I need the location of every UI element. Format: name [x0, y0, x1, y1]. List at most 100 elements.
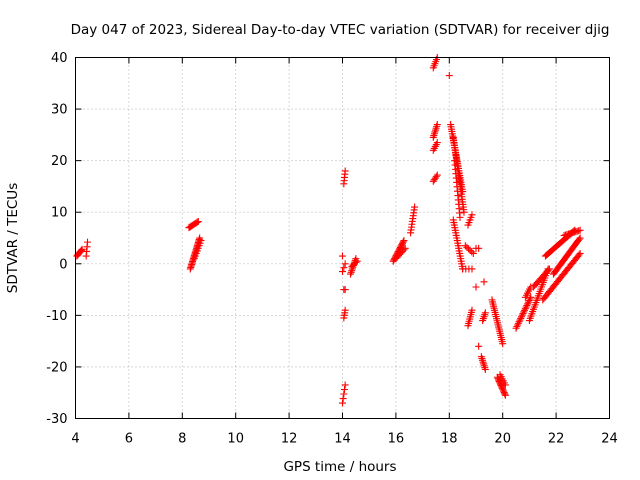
data-point [478, 354, 486, 362]
data-point [433, 171, 441, 179]
data-point [480, 360, 488, 368]
y-tick-label: 10 [51, 206, 68, 221]
data-point [78, 245, 86, 253]
x-tick-label: 24 [601, 432, 618, 447]
data-point [411, 203, 419, 211]
y-tick-label: 0 [59, 257, 67, 272]
data-point [341, 260, 349, 268]
y-tick-label: -30 [46, 412, 67, 427]
data-point [512, 324, 520, 332]
data-point [400, 246, 408, 254]
data-point [431, 128, 439, 136]
data-point [352, 258, 360, 266]
data-point [197, 237, 205, 245]
data-point [516, 316, 524, 324]
data-point [432, 124, 440, 132]
data-point [479, 358, 487, 366]
data-point [525, 297, 533, 305]
data-point [341, 306, 349, 314]
data-point [514, 321, 522, 329]
data-point [341, 385, 349, 393]
data-point [456, 213, 464, 221]
data-point [339, 395, 347, 403]
data-point [575, 251, 583, 259]
data-point [517, 314, 525, 322]
y-tick-label: -10 [46, 309, 67, 324]
data-point [433, 139, 441, 147]
data-point [401, 244, 409, 252]
x-tick-label: 12 [281, 432, 298, 447]
data-point [545, 265, 553, 273]
data-point [472, 283, 480, 291]
data-point [518, 311, 526, 319]
data-point [468, 248, 476, 256]
data-point [481, 309, 489, 317]
data-point [432, 173, 440, 181]
data-point [526, 295, 534, 303]
y-tick-label: -20 [46, 360, 67, 375]
data-point [501, 381, 509, 389]
data-point [469, 249, 477, 257]
data-point [433, 121, 441, 129]
data-point [340, 390, 348, 398]
data-point [475, 244, 483, 252]
data-point [515, 318, 523, 326]
data-point [478, 356, 486, 364]
data-point [399, 238, 407, 246]
data-point [524, 300, 532, 308]
data-point [339, 268, 346, 276]
data-point [461, 242, 469, 250]
data-point [339, 399, 346, 407]
data-point [339, 252, 346, 260]
data-point [522, 303, 530, 311]
data-point [521, 306, 529, 314]
data-point [194, 217, 202, 225]
data-point [400, 237, 408, 245]
x-tick-label: 8 [178, 432, 186, 447]
grid-lines [75, 57, 610, 419]
data-point [481, 364, 489, 372]
data-point [433, 122, 441, 130]
x-tick-label: 20 [494, 432, 511, 447]
data-point [463, 243, 471, 251]
data-point [576, 234, 584, 242]
data-point [341, 286, 349, 294]
data-point [499, 340, 507, 348]
data-point [480, 362, 488, 370]
data-point [576, 249, 584, 257]
x-tick-label: 6 [125, 432, 133, 447]
y-axis-label: SDTVAR / TECUs [5, 183, 21, 293]
data-point [517, 313, 525, 321]
data-points [73, 54, 584, 407]
data-point [481, 366, 489, 374]
data-point [520, 308, 528, 316]
x-tick-label: 14 [334, 432, 351, 447]
data-point [430, 132, 438, 140]
data-point [514, 319, 522, 327]
y-tick-label: 40 [51, 51, 68, 66]
x-tick-label: 4 [71, 432, 79, 447]
data-point [445, 72, 453, 80]
data-point [475, 342, 483, 350]
x-tick-label: 10 [227, 432, 244, 447]
x-axis-label: GPS time / hours [283, 459, 396, 475]
data-point [576, 226, 584, 234]
x-tick-label: 16 [388, 432, 405, 447]
data-point [193, 218, 201, 226]
data-point [353, 257, 361, 265]
data-point [432, 126, 440, 134]
data-point [501, 391, 509, 399]
data-point [77, 246, 85, 254]
data-point [544, 266, 552, 274]
data-point [519, 310, 527, 318]
data-point [468, 306, 476, 314]
data-point [466, 246, 474, 254]
y-tick-label: 30 [51, 103, 68, 118]
x-tick-label: 22 [548, 432, 565, 447]
data-point [347, 270, 355, 278]
data-point [480, 278, 488, 286]
axis-ticks: 4 6 8 10 12 14 16 18 20 22 24 -30 -20 -10 0 10 20 30 40 [46, 51, 618, 447]
data-point [513, 323, 521, 331]
data-point [468, 265, 476, 273]
